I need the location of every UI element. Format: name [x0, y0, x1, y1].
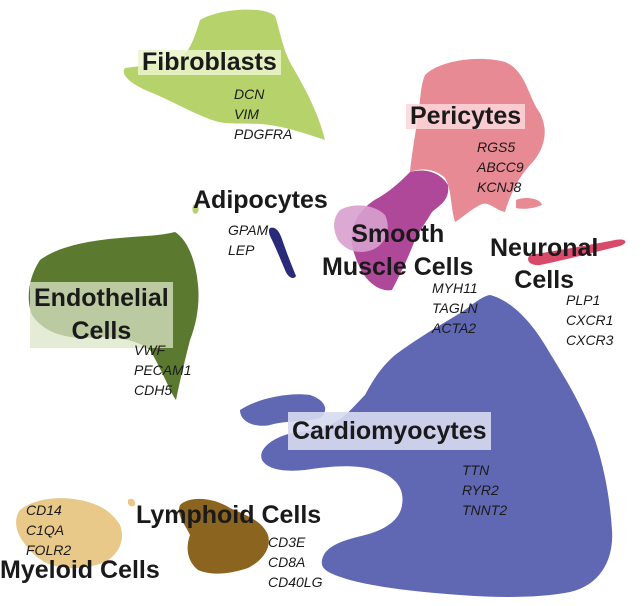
smooth-muscle-label-line2: Muscle Cells	[322, 253, 474, 281]
marker-gene: TNNT2	[462, 502, 508, 518]
neuronal-label-line2: Cells	[514, 266, 575, 294]
lymphoid-label: Lymphoid Cells	[136, 501, 322, 529]
pericytes-markers: RGS5 ABCC9 KCNJ8	[477, 137, 524, 197]
myeloid-small	[127, 498, 136, 507]
myeloid-label: Myeloid Cells	[0, 556, 160, 584]
marker-gene: CD14	[26, 502, 62, 518]
smooth-muscle-cluster	[351, 170, 449, 291]
pericytes-label: Pericytes	[406, 104, 526, 129]
lymphoid-markers: CD3E CD8A CD40LG	[268, 532, 322, 592]
marker-gene: CD8A	[268, 554, 306, 570]
marker-gene: LEP	[228, 242, 255, 258]
cardiomyocytes-markers: TTN RYR2 TNNT2	[462, 460, 507, 520]
marker-gene: FOLR2	[26, 542, 72, 558]
marker-gene: CXCR3	[566, 332, 614, 348]
endothelial-label-line1: Endothelial	[34, 284, 169, 312]
marker-gene: CDH5	[134, 382, 173, 398]
neuronal-cluster	[528, 239, 626, 266]
marker-gene: DCN	[234, 86, 265, 102]
pericytes-tail	[516, 197, 542, 209]
myeloid-markers: CD14 C1QA FOLR2	[26, 500, 71, 560]
neuronal-label-line1: Neuronal	[490, 234, 599, 262]
smooth-muscle-markers: MYH11 TAGLN ACTA2	[432, 278, 478, 338]
marker-gene: KCNJ8	[477, 179, 522, 195]
smooth-muscle-light	[334, 205, 388, 252]
marker-gene: PLP1	[566, 292, 601, 308]
fibroblasts-markers: DCN VIM PDGFRA	[234, 84, 292, 144]
marker-gene: VWF	[134, 342, 166, 358]
lymphoid-cluster	[179, 498, 269, 574]
marker-gene: MYH11	[432, 280, 478, 296]
marker-gene: C1QA	[26, 522, 65, 538]
adipocytes-small	[192, 204, 199, 214]
fibroblasts-label: Fibroblasts	[138, 50, 281, 75]
endothelial-label-line2: Cells	[71, 317, 132, 345]
pericytes-cluster	[410, 58, 545, 223]
adipocytes-label: Adipocytes	[193, 186, 328, 214]
marker-gene: TTN	[462, 462, 490, 478]
marker-gene: TAGLN	[432, 300, 478, 316]
marker-gene: PECAM1	[134, 362, 192, 378]
marker-gene: ACTA2	[432, 320, 477, 336]
smooth-muscle-label: Smooth Muscle Cells	[322, 218, 473, 284]
neuronal-label: Neuronal Cells	[490, 232, 598, 296]
marker-gene: VIM	[234, 106, 259, 122]
neuronal-markers: PLP1 CXCR1 CXCR3	[566, 290, 613, 350]
marker-gene: CXCR1	[566, 312, 614, 328]
marker-gene: PDGFRA	[234, 126, 293, 142]
marker-gene: CD40LG	[268, 574, 323, 590]
smooth-muscle-label-line1: Smooth	[351, 220, 445, 248]
marker-gene: CD3E	[268, 534, 306, 550]
adipocytes-cluster	[268, 227, 296, 278]
marker-gene: RGS5	[477, 139, 516, 155]
endothelial-label: Endothelial Cells	[30, 282, 173, 348]
cardiomyocytes-label: Cardiomyocytes	[288, 412, 491, 450]
marker-gene: RYR2	[462, 482, 499, 498]
marker-gene: ABCC9	[477, 159, 524, 175]
myeloid-cluster	[16, 498, 123, 569]
adipocytes-markers: GPAM LEP	[228, 220, 268, 260]
marker-gene: GPAM	[228, 222, 269, 238]
endothelial-markers: VWF PECAM1 CDH5	[134, 340, 192, 400]
